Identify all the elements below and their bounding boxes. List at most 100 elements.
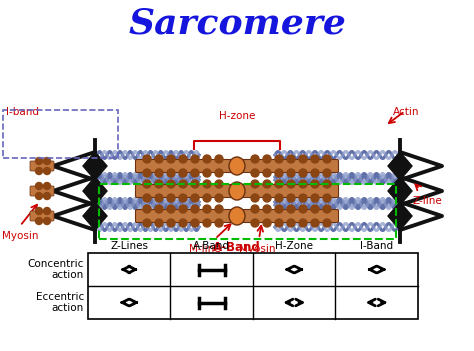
Circle shape bbox=[203, 194, 211, 202]
Text: A-Band: A-Band bbox=[193, 241, 230, 251]
Circle shape bbox=[167, 155, 175, 163]
Circle shape bbox=[287, 169, 295, 177]
Circle shape bbox=[299, 180, 307, 188]
Circle shape bbox=[36, 207, 43, 214]
Circle shape bbox=[311, 169, 319, 177]
Circle shape bbox=[263, 155, 271, 163]
Circle shape bbox=[263, 219, 271, 227]
Bar bbox=[3, 110, 118, 158]
Circle shape bbox=[215, 205, 223, 213]
Polygon shape bbox=[83, 152, 107, 180]
Circle shape bbox=[299, 155, 307, 163]
Circle shape bbox=[323, 169, 331, 177]
Circle shape bbox=[287, 219, 295, 227]
Circle shape bbox=[251, 219, 259, 227]
Circle shape bbox=[191, 219, 199, 227]
Circle shape bbox=[215, 180, 223, 188]
FancyBboxPatch shape bbox=[30, 161, 54, 171]
Circle shape bbox=[251, 169, 259, 177]
FancyBboxPatch shape bbox=[136, 159, 338, 172]
Circle shape bbox=[203, 205, 211, 213]
Circle shape bbox=[215, 219, 223, 227]
Circle shape bbox=[323, 194, 331, 202]
FancyBboxPatch shape bbox=[30, 211, 54, 221]
Circle shape bbox=[191, 205, 199, 213]
Circle shape bbox=[251, 194, 259, 202]
Circle shape bbox=[155, 169, 163, 177]
Circle shape bbox=[263, 194, 271, 202]
FancyBboxPatch shape bbox=[136, 185, 338, 198]
Circle shape bbox=[143, 205, 151, 213]
Circle shape bbox=[203, 155, 211, 163]
Circle shape bbox=[143, 194, 151, 202]
Circle shape bbox=[251, 180, 259, 188]
Circle shape bbox=[143, 155, 151, 163]
Circle shape bbox=[263, 169, 271, 177]
Circle shape bbox=[311, 155, 319, 163]
Circle shape bbox=[44, 183, 51, 190]
Circle shape bbox=[311, 194, 319, 202]
Text: Concentric
action: Concentric action bbox=[27, 259, 84, 280]
Circle shape bbox=[44, 158, 51, 165]
Polygon shape bbox=[388, 202, 412, 230]
Circle shape bbox=[203, 169, 211, 177]
Circle shape bbox=[215, 169, 223, 177]
Bar bbox=[99, 184, 396, 239]
Circle shape bbox=[263, 205, 271, 213]
Circle shape bbox=[323, 205, 331, 213]
Circle shape bbox=[143, 180, 151, 188]
Circle shape bbox=[36, 218, 43, 225]
Circle shape bbox=[36, 158, 43, 165]
Circle shape bbox=[263, 180, 271, 188]
Polygon shape bbox=[83, 177, 107, 205]
Circle shape bbox=[155, 205, 163, 213]
Circle shape bbox=[179, 205, 187, 213]
Circle shape bbox=[44, 207, 51, 214]
Circle shape bbox=[179, 155, 187, 163]
Ellipse shape bbox=[229, 157, 245, 175]
Circle shape bbox=[323, 219, 331, 227]
Circle shape bbox=[36, 167, 43, 174]
Text: Z-Lines: Z-Lines bbox=[110, 241, 148, 251]
Circle shape bbox=[311, 219, 319, 227]
Text: H-Zone: H-Zone bbox=[275, 241, 313, 251]
Ellipse shape bbox=[229, 182, 245, 200]
Circle shape bbox=[275, 169, 283, 177]
Text: Actin: Actin bbox=[393, 107, 419, 117]
Text: Myosin: Myosin bbox=[239, 244, 275, 254]
Circle shape bbox=[323, 155, 331, 163]
Circle shape bbox=[179, 194, 187, 202]
Circle shape bbox=[287, 194, 295, 202]
Circle shape bbox=[275, 155, 283, 163]
Circle shape bbox=[275, 180, 283, 188]
Circle shape bbox=[155, 180, 163, 188]
Circle shape bbox=[44, 192, 51, 199]
Circle shape bbox=[287, 205, 295, 213]
Text: H-zone: H-zone bbox=[219, 111, 255, 121]
Text: Eccentric
action: Eccentric action bbox=[36, 292, 84, 313]
FancyBboxPatch shape bbox=[30, 186, 54, 196]
Circle shape bbox=[167, 169, 175, 177]
Circle shape bbox=[179, 169, 187, 177]
Circle shape bbox=[215, 194, 223, 202]
Circle shape bbox=[155, 155, 163, 163]
Circle shape bbox=[287, 180, 295, 188]
Circle shape bbox=[191, 180, 199, 188]
Circle shape bbox=[179, 219, 187, 227]
Text: Myosin: Myosin bbox=[2, 231, 38, 241]
Text: A-Band: A-Band bbox=[213, 241, 261, 254]
Circle shape bbox=[275, 219, 283, 227]
Circle shape bbox=[299, 194, 307, 202]
Bar bbox=[88, 253, 418, 319]
Text: I-band: I-band bbox=[6, 107, 39, 117]
Circle shape bbox=[167, 205, 175, 213]
Circle shape bbox=[191, 155, 199, 163]
Text: M-line: M-line bbox=[189, 244, 220, 254]
Circle shape bbox=[155, 194, 163, 202]
FancyBboxPatch shape bbox=[136, 210, 338, 223]
Ellipse shape bbox=[229, 207, 245, 225]
Circle shape bbox=[44, 167, 51, 174]
Circle shape bbox=[203, 180, 211, 188]
Polygon shape bbox=[388, 177, 412, 205]
Circle shape bbox=[311, 180, 319, 188]
